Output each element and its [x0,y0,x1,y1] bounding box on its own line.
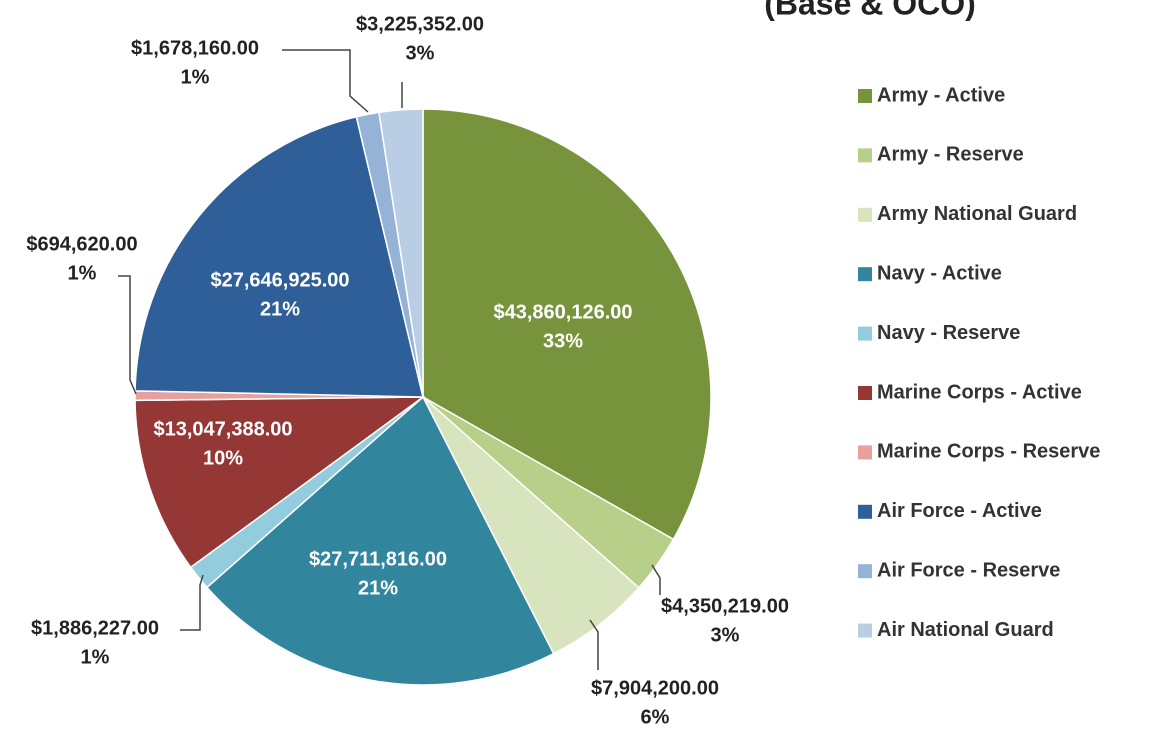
legend-swatch [858,445,872,460]
legend-swatch [858,207,872,222]
leader-lines [118,49,661,670]
legend-swatch [858,267,872,282]
data-label: $1,678,160.00 [131,37,259,59]
leader-line [282,49,369,113]
data-label: $13,047,388.00 [153,418,292,440]
percent-label: 3% [711,624,740,646]
legend-label: Navy - Reserve [877,322,1020,344]
legend-label: Navy - Active [877,262,1002,284]
data-label: $7,904,200.00 [591,677,719,699]
percent-label: 3% [406,42,435,64]
data-label: $1,886,227.00 [31,617,159,639]
legend-label: Air National Guard [877,619,1054,641]
percent-label: 33% [543,330,583,352]
legend-label: Army - Reserve [877,144,1024,166]
leader-line [589,619,599,670]
percent-label: 1% [181,66,210,88]
legend-label: Army National Guard [877,203,1077,225]
legend-label: Marine Corps - Active [877,381,1082,403]
legend-label: Air Force - Active [877,500,1042,522]
legend-swatch [858,89,872,103]
data-label: $27,646,925.00 [210,269,349,291]
pie-slice [205,395,555,686]
percent-label: 1% [81,646,110,668]
legend-label: Air Force - Reserve [877,559,1060,581]
legend-swatch [858,386,872,400]
pie-slice [134,396,426,569]
data-label: $4,350,219.00 [661,595,789,617]
pie-slice [378,108,424,398]
data-label: $694,620.00 [26,233,137,255]
percent-label: 21% [260,298,300,320]
legend-label: Army - Active [877,84,1005,106]
leader-line [118,275,137,395]
legend-swatch [858,326,872,341]
legend-swatch [858,504,872,519]
percent-label: 1% [68,262,97,284]
data-label: $43,860,126.00 [493,301,632,323]
leader-line [651,564,661,595]
data-label: $27,711,816.00 [309,548,447,570]
pie-slice [422,108,712,541]
leader-line [180,574,204,631]
legend-swatch [858,623,872,638]
chart-title: (Base & OCO) [764,0,976,21]
legend-swatch [858,148,872,163]
legend-swatch [858,564,872,579]
pie-slice [134,115,424,398]
data-label: $3,225,352.00 [356,13,484,35]
percent-label: 10% [203,447,243,469]
percent-label: 21% [358,577,398,599]
legend-label: Marine Corps - Reserve [877,441,1100,463]
percent-label: 6% [641,706,670,728]
